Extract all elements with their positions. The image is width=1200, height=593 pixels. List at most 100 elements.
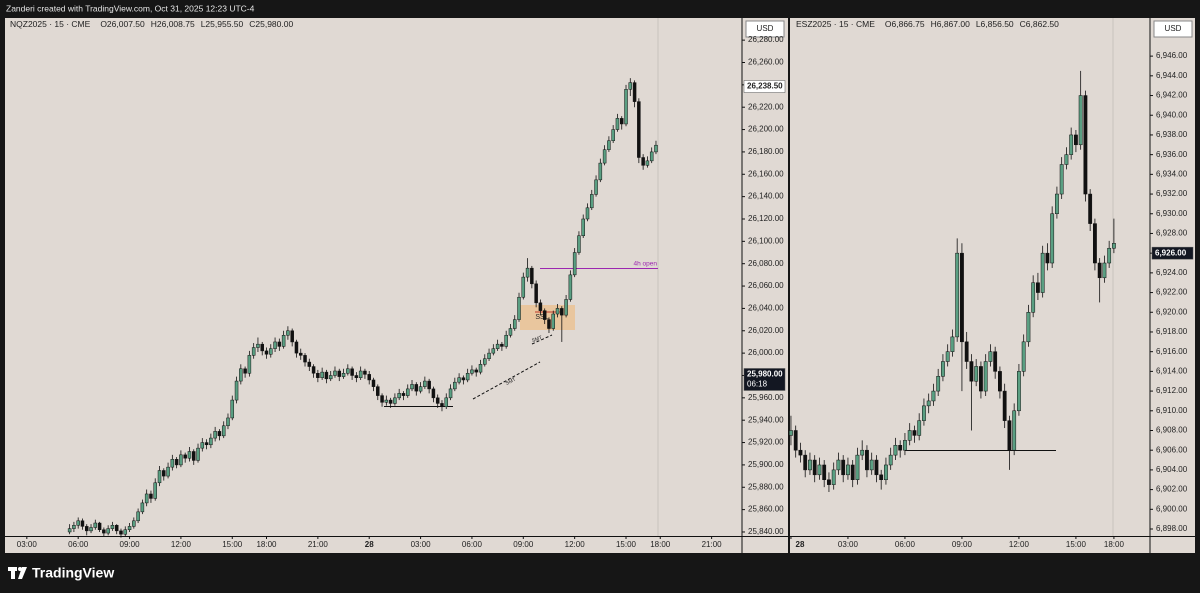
x-tick-label: 09:00 [513, 540, 534, 549]
candle-body [217, 431, 222, 437]
candle-body [414, 384, 419, 392]
candle-body [822, 464, 827, 480]
x-tick-label: 06:00 [895, 540, 916, 549]
candle-body [884, 464, 888, 480]
candle-body [388, 399, 393, 404]
currency-box [745, 20, 785, 38]
candle-body [1050, 213, 1055, 264]
candle-body [517, 296, 521, 320]
x-tick-label: 28 [796, 540, 805, 549]
ohlc-value: O26,007.50 [100, 19, 145, 29]
candle-body [960, 252, 964, 343]
candle-body [793, 430, 798, 451]
candle-body [879, 474, 884, 480]
candle-body [491, 348, 496, 354]
candle-body [448, 388, 453, 399]
y-tick-label: 25,900.00 [748, 460, 784, 469]
candle-body [93, 522, 98, 528]
candle-body [140, 502, 145, 513]
candle-body [350, 368, 354, 376]
panel [790, 18, 1195, 536]
candle-body [170, 459, 175, 468]
open-label: 4h open [634, 261, 658, 268]
candle-body [256, 343, 260, 348]
x-tick-label: 15:00 [1066, 540, 1087, 549]
ohlc-value: C25,980.00 [249, 19, 294, 29]
candle-body [1002, 390, 1007, 421]
candle-body [410, 384, 414, 390]
candle-body [376, 386, 380, 396]
x-tick-label: 15:00 [616, 540, 637, 549]
candle-body [945, 351, 950, 362]
candle-body [1088, 193, 1093, 224]
candle-body [1007, 420, 1012, 451]
y-tick-label: 25,940.00 [748, 415, 784, 424]
candle-body [615, 118, 620, 130]
candle-body [153, 482, 157, 499]
candle-body [619, 118, 624, 125]
candle-body [525, 267, 530, 278]
candle-body [1045, 252, 1050, 264]
currency-box [1153, 20, 1193, 38]
candle-body [855, 454, 860, 480]
y-tick-label: 26,200.00 [748, 125, 784, 134]
candle-body [1102, 262, 1107, 279]
candle-body [453, 381, 457, 390]
candle-body [470, 369, 474, 374]
y-tick-label: 26,020.00 [748, 326, 784, 335]
candle-body [80, 520, 85, 527]
candle-body [132, 520, 136, 527]
candle-body [435, 397, 440, 404]
candle-body [106, 528, 110, 534]
candle-body [239, 368, 243, 382]
candle-body [1107, 247, 1112, 264]
smt-label: SMT [531, 335, 543, 344]
price-label: 25,980.00 [747, 370, 783, 379]
y-tick-label: 26,160.00 [748, 169, 784, 178]
candle-body [983, 361, 988, 392]
smt-line [531, 334, 553, 345]
candle-body [789, 430, 793, 436]
y-tick-label: 6,930.00 [1156, 209, 1188, 218]
candle-body [998, 371, 1002, 392]
candle-body [346, 368, 350, 374]
candle-body [564, 299, 568, 316]
candle-body [196, 447, 200, 461]
candle-body [542, 310, 547, 320]
time-axis [5, 537, 788, 553]
ohlc-value: L6,856.50 [975, 19, 1014, 29]
candle-body [869, 459, 874, 471]
candle-body [136, 511, 140, 522]
candle-body [269, 348, 273, 355]
candle-body [316, 372, 320, 378]
legend: ESZ2025 · 15 · CME O6,866.75 H6,867.00 L6,8… [796, 19, 1059, 29]
candle-body [444, 397, 449, 408]
candle-body [209, 437, 213, 446]
candle-body [311, 366, 316, 374]
candle-body [179, 454, 183, 466]
candle-body [865, 449, 869, 471]
candle-body [84, 526, 89, 532]
y-tick-label: 26,040.00 [748, 304, 784, 313]
x-tick-label: 15:00 [222, 540, 243, 549]
candle-body [1026, 312, 1031, 343]
candle-body [307, 361, 312, 367]
candle-body [993, 351, 998, 372]
candle-body [431, 388, 436, 399]
candle-body [303, 355, 307, 363]
candle-body [72, 525, 76, 529]
y-tick-label: 26,140.00 [748, 192, 784, 201]
candle-body [649, 151, 654, 162]
candle-body [162, 470, 166, 477]
candle-body [440, 403, 444, 408]
candle-body [555, 308, 560, 315]
y-tick-label: 26,080.00 [748, 259, 784, 268]
candle-body [204, 442, 209, 446]
candle-body [912, 430, 917, 436]
y-tick-label: 6,902.00 [1156, 485, 1188, 494]
candle-body [1031, 282, 1036, 313]
candle-body [67, 528, 72, 533]
candle-body [174, 459, 179, 466]
y-tick-label: 25,960.00 [748, 393, 784, 402]
y-tick-label: 6,912.00 [1156, 386, 1188, 395]
